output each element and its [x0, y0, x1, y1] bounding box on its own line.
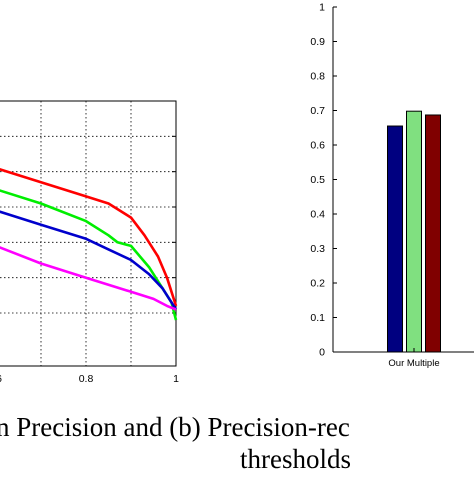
- x-tick-label: 1: [173, 373, 179, 385]
- caption-line-2: thresholds: [240, 444, 351, 474]
- series-line-3: [0, 210, 178, 311]
- figure-caption: n Precision and (b) Precision-rec thresh…: [0, 412, 474, 474]
- precision-recall-bar-chart: 0 0.1 0.2 0.3 0.4 0.5 0.6 0.7 0.8 0.9 1 Our Multipl…: [310, 2, 474, 369]
- y-tick-label: 0: [319, 347, 325, 359]
- x-tick-label: 0.6: [0, 373, 2, 385]
- y-tick-label: 0.8: [310, 71, 325, 83]
- y-tick-label: 0.9: [310, 36, 325, 48]
- precision-recall-line-chart: 0.6 0.8 1: [0, 100, 179, 385]
- y-tick-label: 0.5: [310, 174, 325, 186]
- y-tick-label: 0.3: [310, 243, 325, 255]
- y-tick-label: 1: [319, 2, 325, 14]
- y-tick-label: 0.6: [310, 140, 325, 152]
- series-line-4: [0, 246, 177, 311]
- caption-line-1: n Precision and (b) Precision-rec: [0, 412, 350, 442]
- bar-3: [425, 114, 441, 353]
- y-tick-label: 0.4: [310, 209, 325, 221]
- x-tick-label: 0.8: [79, 373, 94, 385]
- category-label: Our Multiple: [388, 358, 439, 369]
- bar-2: [406, 110, 422, 353]
- y-tick-label: 0.7: [310, 105, 325, 117]
- bar-1: [387, 125, 403, 353]
- y-tick-label: 0.2: [310, 278, 325, 290]
- series-line-2: [0, 189, 178, 321]
- plot-area-frame: [0, 100, 177, 367]
- series-line-1: [0, 167, 178, 307]
- y-tick-label: 0.1: [310, 312, 325, 324]
